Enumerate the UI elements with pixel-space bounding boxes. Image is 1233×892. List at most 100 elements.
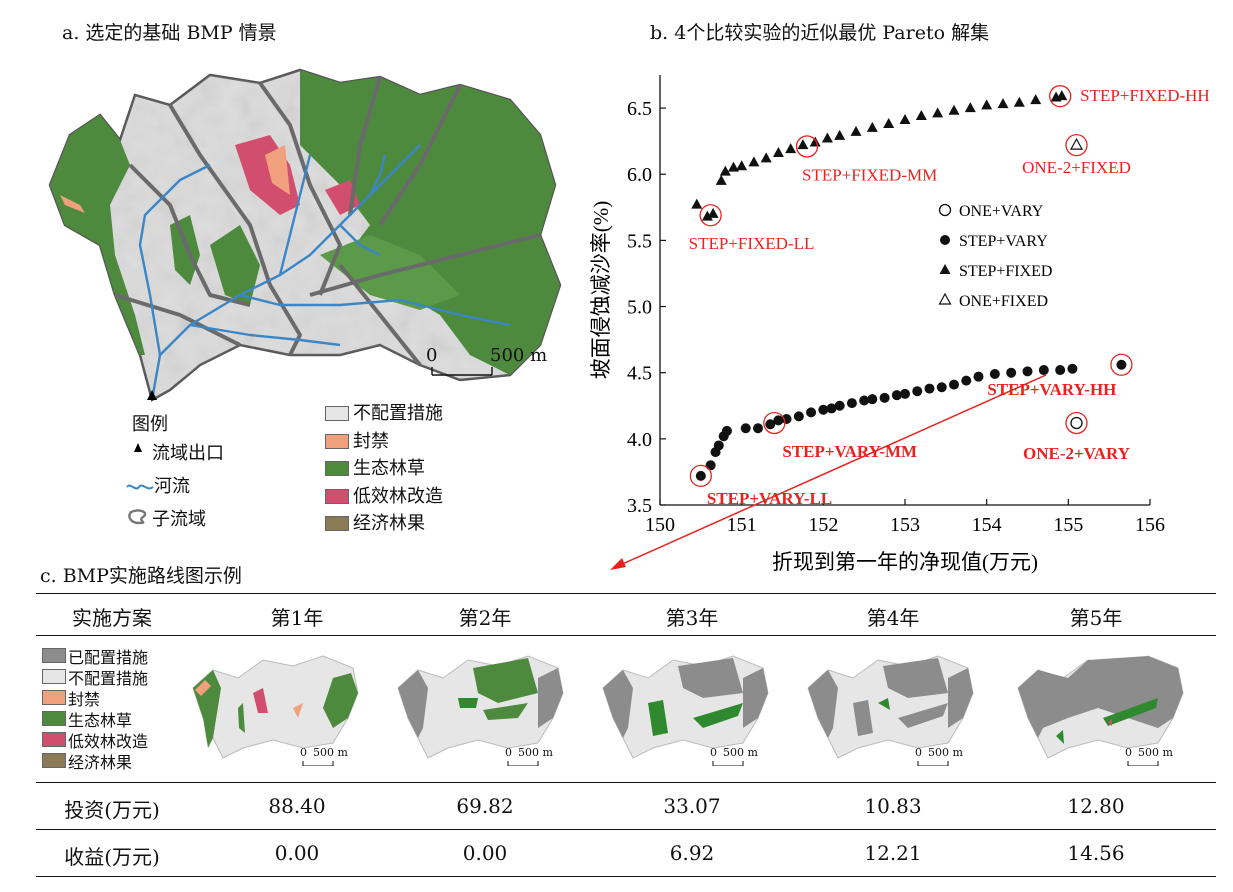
- step-fixed-point: [997, 98, 1009, 109]
- step-vary-point: [806, 407, 817, 418]
- river: [239, 293, 511, 327]
- invest-year-1: 88.40: [268, 794, 326, 818]
- highlight-circle: [795, 135, 819, 158]
- table-map-rule: [36, 782, 1216, 783]
- step-vary-point: [989, 369, 1000, 380]
- annotation-label: STEP+VARY-MM: [782, 442, 917, 461]
- step-fixed-point: [1013, 96, 1025, 107]
- step-vary-point: [793, 411, 804, 422]
- one-vary-point: [1070, 416, 1083, 430]
- legend-label-none: 不配置措施: [353, 403, 443, 424]
- table-top-rule: [36, 593, 1216, 594]
- legend-label-economic: 经济林果: [353, 513, 425, 534]
- legend-c-label-low-efficiency: 低效林改造: [68, 732, 149, 751]
- step-vary-point: [834, 400, 845, 411]
- step-vary-point: [867, 394, 878, 405]
- annotation-label: STEP+FIXED-MM: [802, 165, 937, 184]
- legend-c-label-enclosure: 封禁: [68, 690, 101, 709]
- legend-entry-label: STEP+VARY: [959, 233, 1048, 250]
- step-fixed-point: [1056, 90, 1068, 101]
- step-vary-point: [1067, 363, 1078, 374]
- eco-forest-area: [170, 215, 200, 285]
- step-fixed-point: [964, 102, 976, 113]
- step-fixed-point: [899, 113, 911, 124]
- step-fixed-point: [785, 143, 797, 154]
- river: [278, 154, 312, 276]
- x-tick-label: 150: [645, 514, 675, 536]
- legend-marker: [938, 203, 952, 217]
- outlet-triangle-icon: [147, 390, 157, 400]
- step-fixed-point: [866, 121, 878, 132]
- step-vary-point: [900, 388, 910, 399]
- legend-marker: [938, 292, 952, 305]
- header-scheme: 实施方案: [72, 606, 152, 630]
- arrow-overlay: [610, 374, 1047, 570]
- legend-marker: [939, 264, 951, 274]
- y-tick-label: 6.0: [627, 164, 652, 186]
- pareto-chart: 150 151 152 153 154 155 156 3.5 4.0 4.5 5.0 5.5 6.0 6…: [590, 75, 1210, 574]
- invest-year-5: 12.80: [1067, 794, 1125, 818]
- subbasin-boundary: [258, 81, 342, 296]
- enclosure-area: [265, 145, 290, 195]
- river: [138, 163, 211, 356]
- panel-b-title: b. 4个比较实验的近似最优 Pareto 解集: [650, 22, 990, 44]
- mini-scale-zero: 0: [915, 746, 922, 759]
- step-vary-point: [936, 382, 947, 393]
- legend-c-label-none: 不配置措施: [68, 669, 149, 688]
- table-bottom-rule: [36, 876, 1216, 877]
- x-tick-label: 154: [972, 514, 1002, 536]
- step-vary-point: [713, 440, 724, 451]
- river: [189, 323, 341, 347]
- annotation-label: ONE-2+FIXED: [1022, 158, 1131, 177]
- subbasin-boundary: [128, 163, 251, 307]
- step-vary-point: [826, 403, 837, 414]
- subbasin-boundary: [338, 263, 422, 367]
- highlight-circle: [699, 204, 722, 227]
- legend-c-swatch-none: [42, 669, 66, 684]
- invest-year-2: 69.82: [456, 794, 514, 818]
- highlight-circle: [763, 411, 786, 435]
- step-vary-point: [695, 470, 706, 481]
- step-fixed-point: [728, 161, 739, 172]
- one-fixed-point: [1069, 137, 1084, 150]
- legend-c-swatch-configured: [42, 648, 66, 663]
- enclosure-area: [60, 195, 85, 213]
- invest-year-3: 33.07: [663, 794, 721, 818]
- subbasin-boundary: [114, 293, 241, 347]
- river-line-icon: [126, 478, 154, 497]
- step-fixed-point: [883, 117, 895, 128]
- mini-scale-zero: 0: [300, 746, 307, 759]
- highlight-circle: [1049, 85, 1072, 108]
- step-fixed-point: [701, 210, 713, 221]
- mini-scale-label: 500 m: [313, 746, 348, 759]
- bmp-roadmap-map-year-1: [183, 648, 368, 770]
- table-row-rule: [36, 829, 1216, 830]
- annotation-label: STEP+VARY-HH: [987, 380, 1116, 399]
- low-efficiency-forest-area: [235, 135, 300, 215]
- step-fixed-point: [715, 174, 727, 185]
- step-vary-point: [1022, 366, 1033, 377]
- bmp-roadmap-map-year-3: [593, 648, 778, 770]
- benefit-year-3: 6.92: [669, 841, 715, 865]
- table-header-rule: [36, 635, 1216, 636]
- legend-marker: [940, 235, 950, 245]
- y-tick-label: 3.5: [627, 495, 652, 517]
- y-tick-label: 5.0: [627, 297, 652, 319]
- mini-scale-zero: 0: [1125, 746, 1132, 759]
- step-fixed-point: [850, 125, 862, 136]
- legend-outlet-label: 流域出口: [152, 443, 224, 464]
- subbasin-boundary: [348, 76, 382, 216]
- river: [339, 224, 381, 257]
- header-year-2: 第2年: [458, 606, 512, 630]
- step-vary-point: [879, 392, 890, 403]
- step-vary-point: [891, 390, 902, 401]
- river: [150, 144, 421, 401]
- mini-scale-zero: 0: [505, 746, 512, 759]
- annotation-label: STEP+FIXED-HH: [1080, 86, 1210, 105]
- mini-scale-label: 500 m: [723, 746, 758, 759]
- triangle-icon: [133, 440, 147, 459]
- step-vary-point: [961, 375, 972, 386]
- step-vary-point: [765, 419, 776, 430]
- step-vary-point: [740, 423, 751, 434]
- x-axis-label: 折现到第一年的净现值(万元): [772, 550, 1038, 574]
